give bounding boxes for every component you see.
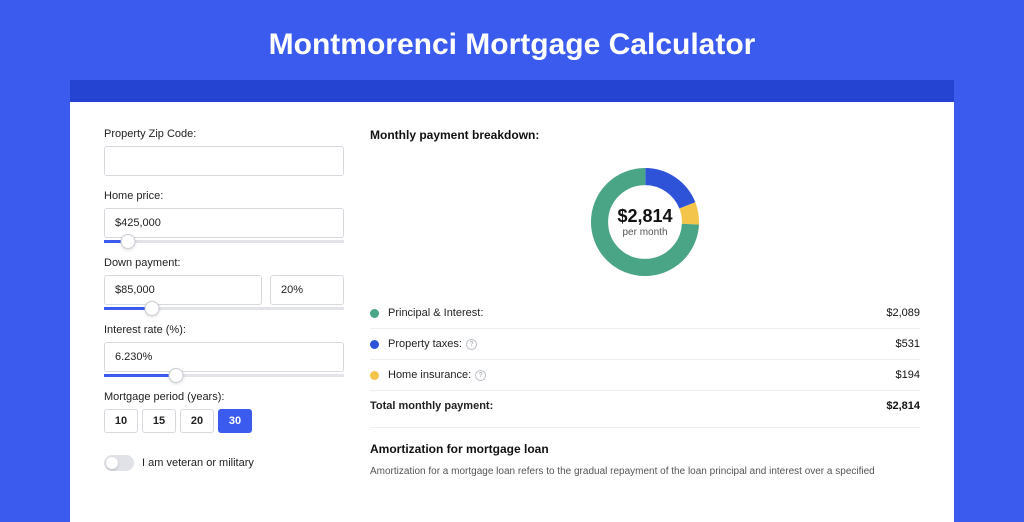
period-button-30[interactable]: 30	[218, 409, 252, 433]
period-button-20[interactable]: 20	[180, 409, 214, 433]
slider-thumb[interactable]	[121, 234, 136, 249]
info-icon[interactable]: ?	[466, 339, 477, 350]
legend-dot	[370, 340, 379, 349]
down-payment-field: Down payment:	[104, 257, 344, 310]
interest-rate-label: Interest rate (%):	[104, 324, 344, 336]
slider-thumb[interactable]	[169, 368, 184, 383]
veteran-label: I am veteran or military	[142, 457, 254, 469]
page-title: Montmorenci Mortgage Calculator	[0, 0, 1024, 80]
donut-amount: $2,814	[617, 206, 672, 227]
legend-label: Home insurance: ?	[388, 369, 896, 381]
donut-sub: per month	[617, 227, 672, 238]
header-strip	[70, 80, 954, 102]
down-payment-label: Down payment:	[104, 257, 344, 269]
down-payment-slider[interactable]	[104, 307, 344, 310]
legend: Principal & Interest:$2,089Property taxe…	[370, 298, 920, 421]
donut-chart: $2,814 per month	[370, 152, 920, 292]
home-price-field: Home price:	[104, 190, 344, 243]
period-label: Mortgage period (years):	[104, 391, 344, 403]
period-field: Mortgage period (years): 10152030	[104, 391, 344, 433]
home-price-label: Home price:	[104, 190, 344, 202]
legend-value: $194	[896, 369, 920, 381]
period-button-10[interactable]: 10	[104, 409, 138, 433]
period-buttons: 10152030	[104, 409, 344, 433]
total-value: $2,814	[886, 400, 920, 412]
legend-label: Property taxes: ?	[388, 338, 896, 350]
donut-center: $2,814 per month	[617, 206, 672, 238]
calculator-card: Property Zip Code: Home price: Down paym…	[70, 102, 954, 522]
total-label: Total monthly payment:	[370, 400, 886, 412]
breakdown-column: Monthly payment breakdown: $2,814 per mo…	[370, 128, 920, 522]
legend-dot	[370, 371, 379, 380]
legend-value: $531	[896, 338, 920, 350]
zip-input[interactable]	[104, 146, 344, 176]
form-column: Property Zip Code: Home price: Down paym…	[104, 128, 344, 522]
legend-value: $2,089	[886, 307, 920, 319]
amortization-text: Amortization for a mortgage loan refers …	[370, 464, 920, 479]
legend-row: Home insurance: ?$194	[370, 359, 920, 390]
legend-label: Principal & Interest:	[388, 307, 886, 319]
interest-rate-slider[interactable]	[104, 374, 344, 377]
period-button-15[interactable]: 15	[142, 409, 176, 433]
home-price-input[interactable]	[104, 208, 344, 238]
legend-row: Principal & Interest:$2,089	[370, 298, 920, 328]
legend-total-row: Total monthly payment:$2,814	[370, 390, 920, 421]
legend-dot	[370, 309, 379, 318]
veteran-row: I am veteran or military	[104, 455, 344, 471]
legend-row: Property taxes: ?$531	[370, 328, 920, 359]
veteran-toggle[interactable]	[104, 455, 134, 471]
breakdown-title: Monthly payment breakdown:	[370, 128, 920, 152]
zip-field: Property Zip Code:	[104, 128, 344, 176]
down-payment-pct-input[interactable]	[270, 275, 344, 305]
slider-thumb[interactable]	[145, 301, 160, 316]
amortization-title: Amortization for mortgage loan	[370, 427, 920, 456]
info-icon[interactable]: ?	[475, 370, 486, 381]
interest-rate-input[interactable]	[104, 342, 344, 372]
down-payment-input[interactable]	[104, 275, 262, 305]
interest-rate-field: Interest rate (%):	[104, 324, 344, 377]
zip-label: Property Zip Code:	[104, 128, 344, 140]
home-price-slider[interactable]	[104, 240, 344, 243]
